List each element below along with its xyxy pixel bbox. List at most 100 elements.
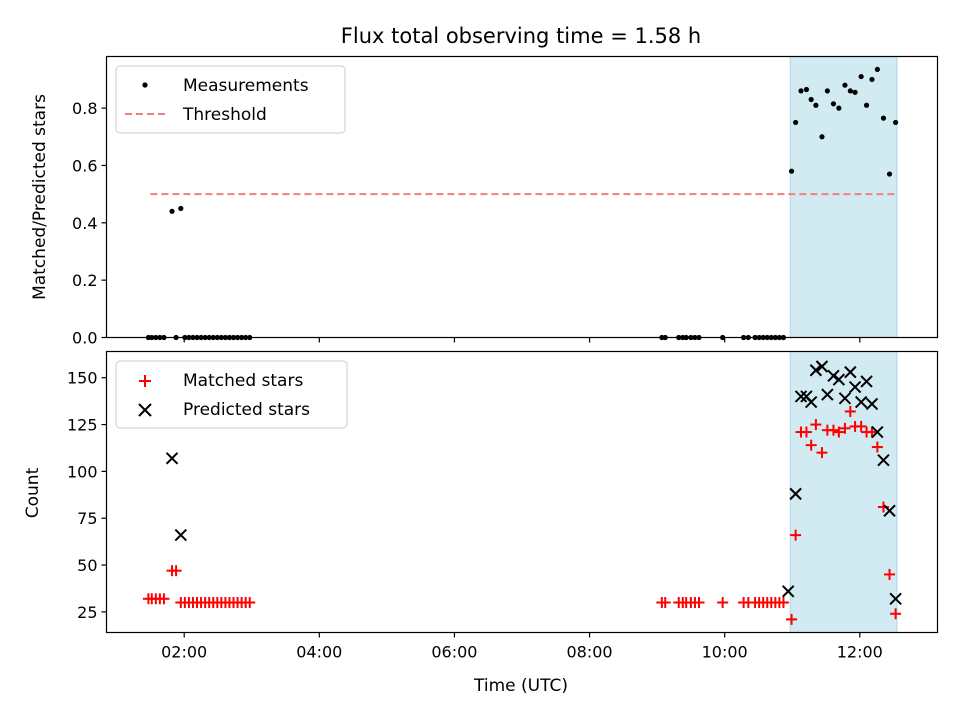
predicted-star-d2 [789,487,802,501]
matched-stars-legend-marker [139,375,151,387]
x-tick-label: 04:00 [296,643,342,662]
matched-star-point [871,441,883,453]
y-tick-label: 0.2 [72,271,97,290]
predicted-stars-legend-marker [138,403,152,417]
predicted-star-point [889,592,902,605]
predicted-star-point [781,585,795,598]
matched-star-point [844,405,856,417]
predicted-star-d2 [844,365,857,379]
top-legend-box [115,65,346,134]
predicted-star-point [883,504,896,517]
matched-star-point [884,568,896,580]
matched-star-point [833,426,845,438]
matched-star-point [866,426,878,438]
x-tick-label: 02:00 [161,643,207,662]
predicted-star-d2 [165,452,179,465]
measurement-point [847,88,853,94]
measurement-point [852,89,858,95]
predicted-star-point [865,397,879,411]
measurement-point [178,205,184,212]
x-axis-label: Time (UTC) [473,676,568,696]
bottom-legend-box [115,360,348,429]
predicted-star-d2 [883,504,896,517]
predicted-star-point [804,395,818,409]
measurement-point [824,88,830,94]
y-tick-label: 150 [67,369,98,388]
predicted-star-point [844,365,857,379]
predicted-star-point [794,390,808,403]
matched-star-point [717,597,729,609]
bottom-highlight-span [789,351,898,633]
measurement-point [863,102,870,108]
measurement-point [798,88,804,94]
top-highlight-span [789,56,898,338]
predicted-star-d2 [871,425,884,439]
predicted-star-point [871,425,884,439]
highlight-span-rect [789,56,898,338]
predicted-star-d2 [832,373,846,386]
y-tick-label: 100 [67,462,98,481]
y-tick-label: 50 [77,556,97,575]
predicted-star-point [854,395,868,409]
matched-star-point [170,565,182,577]
predicted-star-d2 [865,397,879,411]
predicted-star-d2 [821,388,834,401]
predicted-star-point [815,360,829,373]
predicted-star-d2 [860,375,873,388]
predicted-star-point [832,373,846,386]
predicted-star-point [848,380,862,394]
predicted-star-d2 [889,592,902,605]
measurement-point [808,96,814,103]
measurement-point [169,208,175,214]
top-x-ticks [183,337,861,343]
measurement-point [858,73,864,80]
matched-stars-points [142,405,902,625]
predicted-star-d2 [809,364,823,377]
matched-star-point [805,439,817,451]
measurement-point [886,171,893,177]
matched-stars-legend-label: Matched stars [183,371,303,391]
predicted-star-point [877,453,890,467]
measurement-point [836,105,842,111]
y-tick-label: 25 [77,603,97,622]
predicted-star-point [827,369,840,383]
top-plot-frame [105,55,939,339]
predicted-star-d2 [854,395,868,409]
bottom-x-ticks: 02:00 04:00 06:00 08:00 10:00 12:00 [161,632,883,662]
measurement-point [803,86,810,93]
bottom-legend: Matched stars Predicted stars [115,360,348,429]
bottom-plot-frame [105,350,939,634]
predicted-star-point [860,375,873,388]
predicted-star-point [165,452,179,465]
predicted-star-d2 [804,395,818,409]
chart-title: Flux total observing time = 1.58 h [341,24,701,48]
measurement-point [893,119,899,126]
y-tick-label: 0.8 [72,99,97,118]
measurement-point [880,115,887,121]
predicted-star-d2 [794,390,808,403]
matched-star-point [790,529,802,541]
predicted-star-d2 [815,360,829,373]
matched-star-point [855,420,867,432]
measurement-point [869,76,875,83]
y-tick-label: 0.0 [72,329,97,348]
measurements-points [145,66,899,341]
predicted-stars-points [165,360,902,605]
threshold-legend-label: Threshold [182,105,267,125]
matched-star-point [816,447,828,459]
predicted-star-d2 [827,369,840,383]
matched-star-point [786,613,798,625]
predicted-star-d2 [838,392,852,405]
measurement-point [874,66,880,73]
bottom-y-ticks: 25 50 75 100 125 150 [67,369,107,622]
top-legend: Measurements Threshold [115,65,346,134]
predicted-star-d2 [781,585,795,598]
matched-star-point [890,608,902,620]
predicted-star-d2 [848,380,862,394]
measurements-legend-label: Measurements [183,76,309,96]
bottom-panel: 25 50 75 100 125 150 02:00 04:00 06:00 08:00 10:0… [23,350,939,696]
predicted-star-point [838,392,852,405]
matched-star-point [810,419,822,431]
x-tick-label: 10:00 [702,643,748,662]
